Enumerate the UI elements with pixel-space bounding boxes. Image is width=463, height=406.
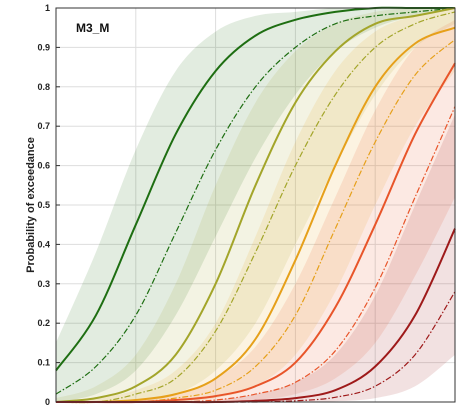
solid-curve-3 (55, 26, 456, 404)
uncertainty-band-4 (56, 19, 455, 403)
y-tick-label: 0.5 (37, 200, 50, 210)
y-tick-label: 0.8 (37, 82, 50, 92)
uncertainty-band-2 (56, 7, 455, 403)
y-tick-label: 0.1 (37, 358, 50, 368)
y-axis-title: Probability of exceedance (25, 137, 37, 273)
y-tick-label: 0.7 (37, 121, 50, 131)
panel-label: M3_M (76, 21, 109, 35)
y-tick-label: 0.2 (37, 318, 50, 328)
uncertainty-band-1 (56, 7, 455, 402)
y-tick-label: 0 (45, 397, 50, 406)
y-axis-ticks: 0 0.1 0.2 0.3 0.4 0.5 0.6 0.7 0.8 0.9 1 (37, 3, 60, 406)
y-tick-label: 0.4 (37, 239, 50, 249)
dashed-curve-2 (55, 11, 456, 404)
y-tick-label: 0.9 (37, 42, 50, 52)
uncertainty-band-5 (56, 114, 455, 403)
dashed-curve-1 (55, 7, 456, 395)
y-tick-label: 1 (45, 3, 50, 13)
y-tick-label: 0.6 (37, 161, 50, 171)
solid-curve-2 (55, 7, 456, 403)
uncertainty-bands (56, 7, 455, 403)
uncertainty-band-3 (56, 8, 455, 403)
y-tick-label: 0.3 (37, 279, 50, 289)
